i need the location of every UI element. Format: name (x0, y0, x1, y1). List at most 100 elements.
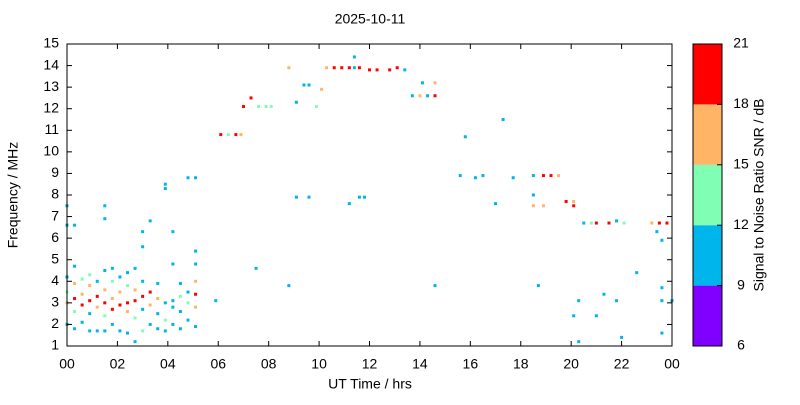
data-point (178, 281, 182, 285)
data-point (186, 290, 190, 294)
data-point (88, 329, 92, 333)
data-point (494, 202, 498, 206)
data-point (531, 204, 535, 208)
data-point (73, 327, 77, 331)
data-point (103, 301, 107, 305)
data-point (352, 66, 356, 70)
x-tick-label: 08 (261, 356, 277, 372)
data-point (375, 68, 379, 72)
data-point (357, 195, 361, 199)
data-point (103, 288, 107, 292)
data-point (214, 299, 218, 303)
data-point (241, 105, 245, 109)
data-point (95, 329, 99, 333)
x-tick-label: 00 (664, 356, 680, 372)
y-tick-label: 5 (51, 250, 59, 266)
x-tick-label: 04 (160, 356, 176, 372)
data-point (156, 312, 160, 316)
data-point (254, 266, 258, 270)
data-point (186, 301, 190, 305)
data-point (541, 174, 545, 178)
data-point (186, 176, 190, 180)
colorbar-segment (693, 225, 722, 286)
data-point (95, 279, 99, 283)
data-point (463, 135, 467, 139)
data-point (458, 174, 462, 178)
x-tick-label: 02 (110, 356, 126, 372)
colorbar-segment (693, 285, 722, 346)
data-point (118, 303, 122, 307)
data-point (73, 223, 77, 227)
data-point (615, 219, 619, 223)
data-point (541, 204, 545, 208)
data-point (325, 66, 329, 70)
x-tick-label: 22 (614, 356, 630, 372)
y-tick-label: 10 (43, 143, 59, 159)
colorbar-segment (693, 164, 722, 226)
data-point (347, 202, 351, 206)
data-point (194, 279, 198, 283)
colorbar-tick-label: 21 (733, 35, 749, 51)
data-point (118, 329, 122, 333)
data-point (156, 297, 160, 301)
data-point (577, 299, 581, 303)
data-point (418, 94, 422, 98)
data-point (589, 221, 593, 225)
data-point (531, 193, 535, 197)
data-point (549, 174, 553, 178)
data-point (660, 286, 664, 290)
data-point (511, 176, 515, 180)
data-point (660, 299, 664, 303)
data-point (133, 266, 137, 270)
data-point (171, 230, 175, 234)
colorbar-tick-label: 6 (737, 337, 745, 353)
data-point (178, 294, 182, 298)
data-point (118, 275, 122, 279)
data-point (80, 303, 84, 307)
data-point (126, 301, 129, 305)
data-point (410, 94, 414, 98)
data-point (141, 294, 145, 298)
chart-title: 2025-10-11 (335, 11, 406, 27)
data-point (110, 297, 114, 301)
colorbar-segment (693, 104, 722, 165)
data-point (163, 329, 167, 333)
x-tick-label: 00 (59, 356, 75, 372)
data-point (163, 301, 167, 305)
data-point (294, 195, 298, 199)
data-point (194, 325, 198, 329)
data-point (340, 66, 344, 70)
data-point (287, 66, 291, 70)
y-tick-label: 1 (51, 337, 59, 353)
data-point (103, 204, 107, 208)
data-point (141, 245, 145, 249)
data-point (239, 133, 243, 137)
data-point (133, 288, 137, 292)
data-point (557, 174, 561, 178)
data-point (171, 322, 175, 326)
x-tick-label: 12 (362, 356, 378, 372)
data-point (315, 105, 319, 109)
x-tick-label: 06 (210, 356, 226, 372)
data-point (194, 176, 198, 180)
data-point (110, 279, 114, 283)
data-point (148, 290, 152, 294)
data-point (657, 221, 661, 225)
data-point (501, 118, 505, 121)
data-point (615, 299, 619, 303)
data-point (582, 221, 586, 225)
y-tick-label: 7 (51, 207, 59, 223)
data-point (302, 83, 306, 87)
data-point (622, 221, 626, 225)
data-point (163, 318, 167, 322)
data-point (88, 299, 92, 303)
data-point (607, 221, 611, 225)
data-point (133, 316, 137, 320)
y-axis-label: Frequency / MHz (5, 142, 21, 249)
data-point (73, 281, 77, 285)
data-point (163, 182, 167, 186)
data-point (141, 329, 145, 333)
data-point (655, 230, 659, 234)
data-point (226, 133, 230, 137)
